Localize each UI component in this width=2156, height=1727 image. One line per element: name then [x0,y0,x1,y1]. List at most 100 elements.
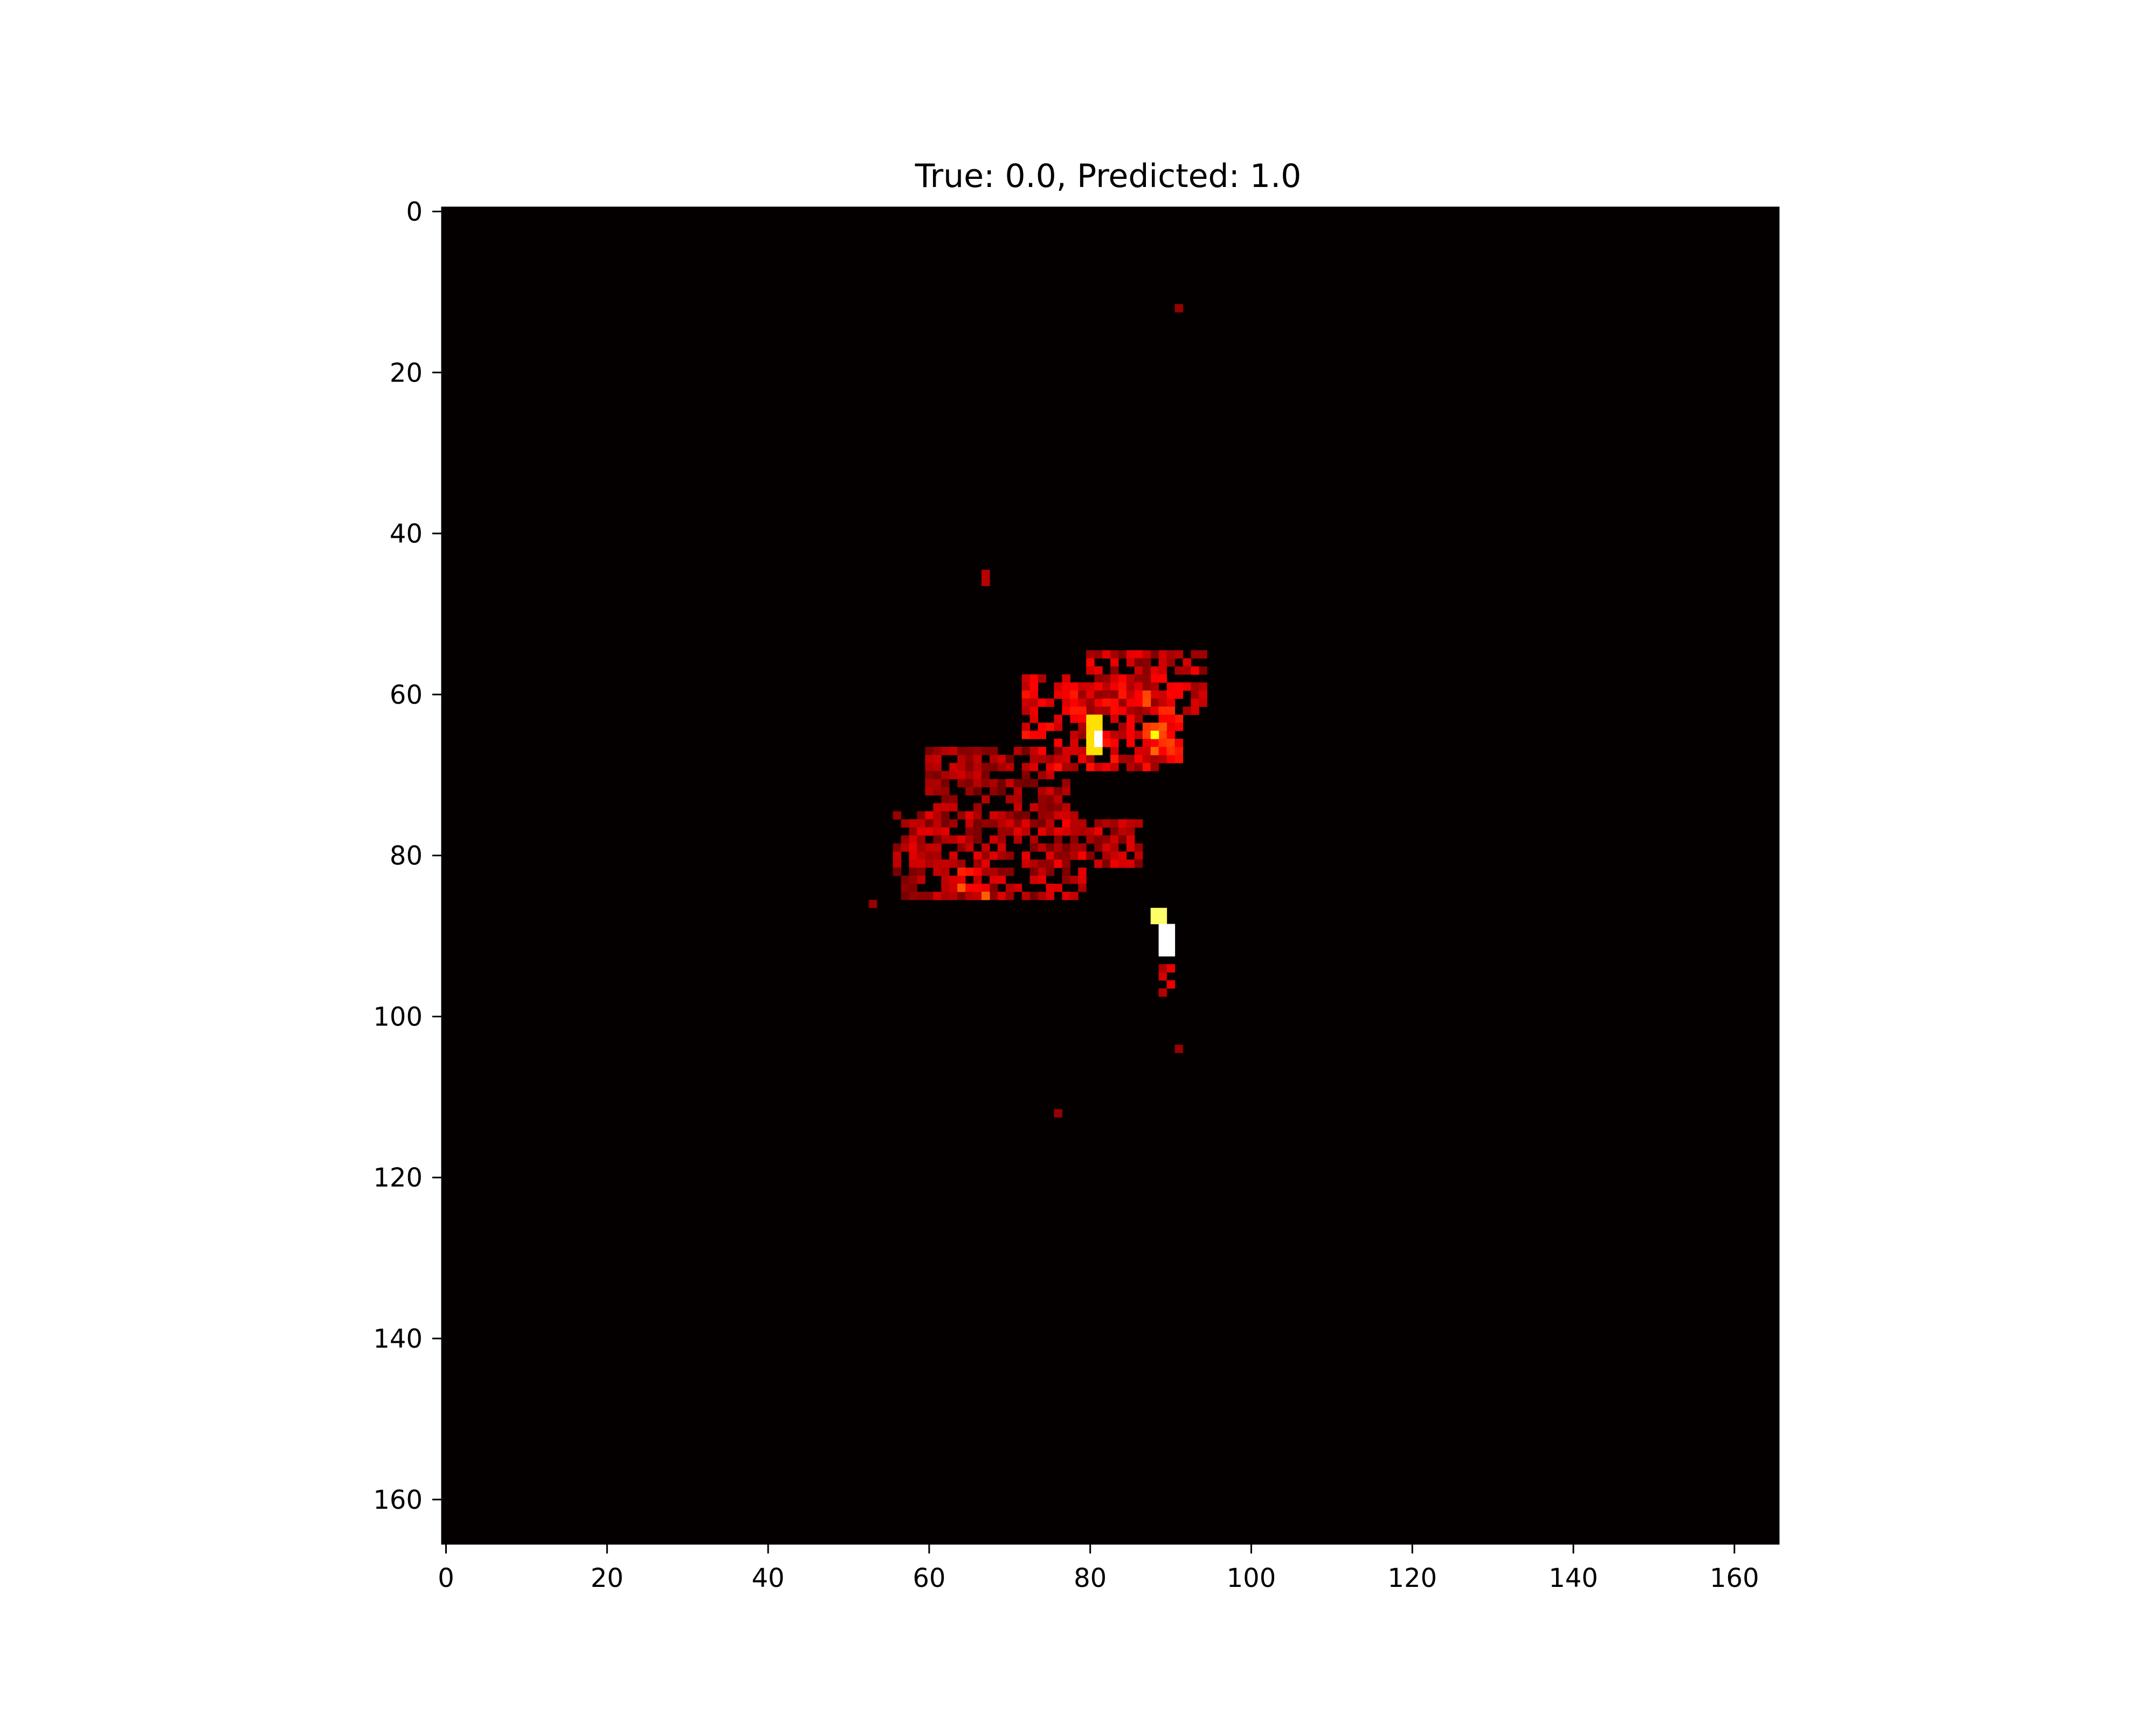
x-tick-label: 0 [438,1563,454,1593]
heatmap-cell [1094,747,1103,755]
heatmap-cell [1110,827,1119,836]
heatmap-cell [1021,706,1031,715]
heatmap-cell [1150,723,1159,731]
heatmap-cell [1142,754,1151,764]
heatmap-cell [1126,754,1135,764]
heatmap-cell [1086,851,1095,860]
heatmap-cells [868,304,1207,1118]
heatmap-cell [1005,779,1014,788]
heatmap-cell [973,876,982,884]
heatmap-cell [1078,723,1087,731]
heatmap-cell [1005,827,1014,836]
heatmap-cell [1021,859,1031,868]
axes-frame [441,206,1780,1545]
heatmap-cell [1021,747,1031,755]
heatmap-cell [1054,811,1062,820]
heatmap-cell [1054,883,1062,892]
heatmap-cell [1118,650,1127,659]
heatmap-cell [1070,690,1079,699]
heatmap-cell [965,819,974,828]
heatmap-cell [933,779,942,788]
heatmap-cell [1070,891,1079,900]
heatmap-cell [1005,819,1014,828]
heatmap-cell [957,843,966,852]
heatmap-cell [1046,787,1054,796]
heatmap-cell [957,876,966,884]
heatmap-cell [1150,674,1159,683]
heatmap-cell [893,843,902,852]
heatmap-cell [982,859,990,868]
heatmap-cell [973,779,982,788]
heatmap-cell [982,883,990,892]
heatmap-cell [1094,690,1103,699]
heatmap-cell [1110,747,1119,755]
heatmap-cell [1078,843,1087,852]
heatmap-cell [1134,698,1143,707]
heatmap-cell [1126,731,1135,739]
heatmap-cell [1126,762,1135,772]
y-tick-label: 100 [373,1002,423,1032]
heatmap-cell [933,747,942,755]
heatmap-cell [1158,715,1167,723]
heatmap-cell [965,827,974,836]
heatmap-cell [925,827,934,836]
heatmap-cell [917,819,925,828]
heatmap-cell [1078,706,1087,715]
x-tick-label: 60 [913,1563,945,1593]
heatmap-cell [1094,859,1103,868]
heatmap-cell [957,771,966,780]
heatmap-cell [1062,868,1070,876]
heatmap-cell [1038,771,1046,780]
heatmap-cell [965,747,974,755]
heatmap-cell [982,570,990,578]
heatmap-cell [1134,690,1143,699]
heatmap-cell [933,843,942,852]
heatmap-cell [997,811,1006,820]
heatmap-cell [1021,811,1031,820]
heatmap-cell [1142,682,1151,691]
heatmap-cell [1158,698,1167,707]
y-tick-label: 80 [390,841,423,871]
heatmap-cell [917,851,925,860]
heatmap-cell [909,868,917,876]
heatmap-cell [989,762,998,772]
heatmap-cell [941,876,950,884]
heatmap-cell [1110,819,1119,828]
heatmap-cell [965,754,974,764]
heatmap-cell [982,819,990,828]
heatmap-cell [1078,876,1087,884]
heatmap-cell [1086,690,1095,699]
heatmap-cell [1174,747,1183,755]
heatmap-cell [1166,658,1176,667]
heatmap-cell [1094,827,1103,836]
heatmap-cell [893,859,902,868]
heatmap-cell [1174,650,1183,659]
heatmap-cell [1029,715,1039,723]
heatmap-cell [1158,907,1167,917]
heatmap-cell [973,747,982,755]
heatmap-cell [949,819,958,828]
heatmap-cell [909,819,917,828]
heatmap-cell [1054,682,1062,691]
heatmap-cell [1070,819,1079,828]
heatmap-cell [1029,835,1039,844]
heatmap-cell [973,883,982,892]
heatmap-cell [1166,747,1176,755]
heatmap-cell [1086,658,1095,667]
heatmap-cell [1094,835,1103,844]
heatmap-cell [917,811,925,820]
heatmap-cell [973,827,982,836]
heatmap-cell [965,843,974,852]
heatmap-cell [1094,650,1103,659]
heatmap-cell [1102,843,1111,852]
heatmap-cell [1054,803,1062,812]
heatmap-cell [982,868,990,876]
heatmap-cell [1078,682,1087,691]
heatmap-cell [1134,843,1143,852]
heatmap-cell [1118,698,1127,707]
heatmap-cell [1038,674,1046,683]
heatmap-cell [1102,851,1111,860]
heatmap-cell [1038,891,1046,900]
heatmap-cell [1166,980,1176,989]
